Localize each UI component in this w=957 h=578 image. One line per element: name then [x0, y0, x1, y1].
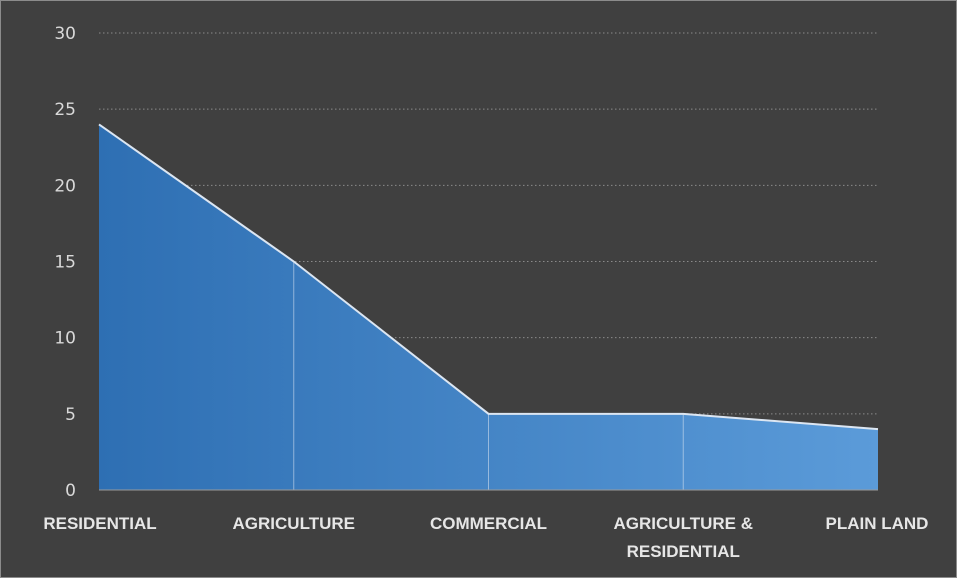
y-tick-label-15: 15	[54, 253, 76, 273]
y-axis-tick-labels: 0 5 10 15 20 25 30	[54, 24, 76, 501]
y-tick-label-5: 5	[65, 405, 76, 425]
x-axis-category-labels: RESIDENTIAL AGRICULTURE COMMERCIAL AGRICULT…	[43, 514, 928, 561]
y-tick-label-20: 20	[54, 176, 76, 196]
x-category-label-3: COMMERCIAL	[430, 514, 547, 533]
area-outline	[98, 123, 879, 431]
y-tick-label-30: 30	[54, 24, 76, 44]
x-category-label-2: AGRICULTURE	[233, 514, 355, 533]
y-tick-label-10: 10	[54, 329, 76, 349]
y-tick-label-25: 25	[54, 100, 76, 120]
area-series	[98, 123, 879, 491]
x-category-label-4: AGRICULTURE & RESIDENTIAL	[614, 514, 753, 561]
x-category-label-5: PLAIN LAND	[826, 514, 929, 533]
y-tick-label-0: 0	[65, 481, 76, 501]
x-category-label-1: RESIDENTIAL	[43, 514, 156, 533]
